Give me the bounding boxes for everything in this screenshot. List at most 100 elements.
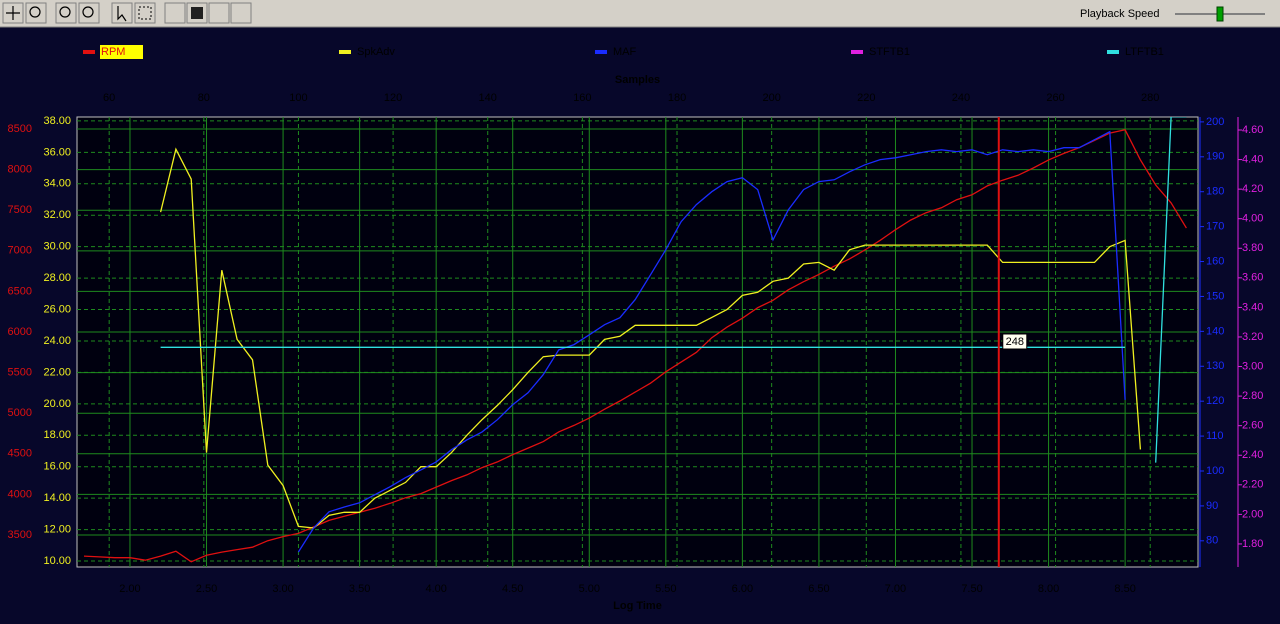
series-line (83, 129, 1187, 563)
y2-tick-label: 12.00 (43, 523, 71, 535)
x-tick-label: 6.00 (732, 583, 753, 595)
y-tick-label: 4500 (8, 448, 32, 460)
box-select-icon (138, 6, 152, 20)
y2-tick-label: 38.00 (43, 115, 71, 127)
legend-label: STFTB1 (869, 46, 910, 58)
y2-tick-label: 32.00 (43, 209, 71, 221)
y2-tick-label: 30.00 (43, 241, 71, 253)
x2-tick-label: 200 (762, 92, 780, 104)
y2-tick-label: 26.00 (43, 303, 71, 315)
legend-label: RPM (101, 46, 125, 58)
y4-tick-label: 2.80 (1242, 390, 1263, 402)
legend-label: SpkAdv (357, 46, 395, 58)
y-tick-label: 8000 (8, 164, 32, 176)
cursor-label-box (1002, 333, 1028, 350)
x-axis-title: Log Time (613, 600, 662, 612)
x-tick-label: 7.00 (885, 583, 906, 595)
x-tick-label: 8.50 (1114, 583, 1135, 595)
y4-tick-label: 3.20 (1242, 331, 1263, 343)
cursor-label: 248 (1006, 336, 1024, 348)
legend-swatch (83, 50, 95, 54)
x2-tick-label: 260 (1046, 92, 1064, 104)
x-tick-label: 4.50 (502, 583, 523, 595)
y-tick-label: 6000 (8, 326, 32, 338)
series-group (83, 117, 1187, 563)
legend-label: MAF (613, 46, 637, 58)
y-tick-label: 7500 (8, 204, 32, 216)
y4-tick-label: 4.40 (1242, 153, 1263, 165)
y-tick-label: 7000 (8, 245, 32, 257)
y3-tick-label: 200 (1206, 116, 1224, 128)
zoom-out-icon (59, 6, 71, 18)
y3-tick-label: 80 (1206, 535, 1218, 547)
x-tick-label: 7.50 (961, 583, 982, 595)
y3-tick-label: 170 (1206, 221, 1224, 233)
y2-tick-label: 34.00 (43, 178, 71, 190)
y3-tick-label: 150 (1206, 290, 1224, 302)
y2-tick-label: 22.00 (43, 366, 71, 378)
y4-tick-label: 3.60 (1242, 272, 1263, 284)
x2-tick-label: 100 (289, 92, 307, 104)
zoom-fit-icon (29, 6, 41, 18)
x-tick-label: 3.00 (272, 583, 293, 595)
save-icon (191, 7, 203, 19)
preview-button[interactable] (230, 2, 252, 24)
y4-tick-label: 2.00 (1242, 508, 1263, 520)
y4-tick-label: 4.20 (1242, 183, 1263, 195)
zoom-out-button[interactable] (55, 2, 77, 24)
y2-tick-label: 24.00 (43, 335, 71, 347)
x2-tick-label: 180 (668, 92, 686, 104)
series-line (297, 130, 1126, 553)
x-tick-label: 8.00 (1038, 583, 1059, 595)
y2-tick-label: 36.00 (43, 146, 71, 158)
y4-tick-label: 3.40 (1242, 301, 1263, 313)
playback-slider[interactable] (1216, 6, 1224, 22)
y4-tick-label: 2.20 (1242, 479, 1263, 491)
select-button[interactable] (111, 2, 133, 24)
copy-button[interactable] (164, 2, 186, 24)
y3-tick-label: 180 (1206, 186, 1224, 198)
box-select-button[interactable] (134, 2, 156, 24)
y4-tick-label: 2.40 (1242, 449, 1263, 461)
x-tick-label: 2.50 (196, 583, 217, 595)
y4-tick-label: 3.80 (1242, 242, 1263, 254)
legend-swatch (1107, 50, 1119, 54)
y4-tick-label: 3.00 (1242, 360, 1263, 372)
x-tick-label: 2.00 (119, 583, 140, 595)
x-tick-label: 5.00 (579, 583, 600, 595)
y4-tick-label: 4.00 (1242, 213, 1263, 225)
y3-tick-label: 190 (1206, 151, 1224, 163)
x2-tick-label: 120 (384, 92, 402, 104)
series-line (159, 147, 1142, 529)
legend-label: LTFTB1 (1125, 46, 1164, 58)
x-tick-label: 5.50 (655, 583, 676, 595)
y-tick-label: 3500 (8, 529, 32, 541)
y2-tick-label: 14.00 (43, 492, 71, 504)
x2-tick-label: 220 (857, 92, 875, 104)
zoom-in-button[interactable] (78, 2, 100, 24)
y2-tick-label: 28.00 (43, 272, 71, 284)
y4-tick-label: 4.60 (1242, 124, 1263, 136)
y2-tick-label: 20.00 (43, 398, 71, 410)
y-tick-label: 6500 (8, 285, 32, 297)
print-button[interactable] (208, 2, 230, 24)
toolbar-buttons (2, 2, 252, 24)
zoom-fit-button[interactable] (25, 2, 47, 24)
y2-tick-label: 18.00 (43, 429, 71, 441)
y-tick-label: 5500 (8, 367, 32, 379)
y-tick-label: 5000 (8, 407, 32, 419)
y3-tick-label: 100 (1206, 465, 1224, 477)
y3-tick-label: 90 (1206, 500, 1218, 512)
zoom-in-icon (82, 6, 94, 18)
playback-label: Playback Speed (1080, 8, 1160, 20)
x-tick-label: 6.50 (808, 583, 829, 595)
y3-tick-label: 110 (1206, 430, 1224, 442)
y3-tick-label: 160 (1206, 255, 1224, 267)
x2-tick-label: 140 (479, 92, 497, 104)
y3-tick-label: 120 (1206, 395, 1224, 407)
pan-icon (6, 6, 20, 20)
y3-tick-label: 130 (1206, 360, 1224, 372)
playback-label-box (1076, 4, 1166, 23)
